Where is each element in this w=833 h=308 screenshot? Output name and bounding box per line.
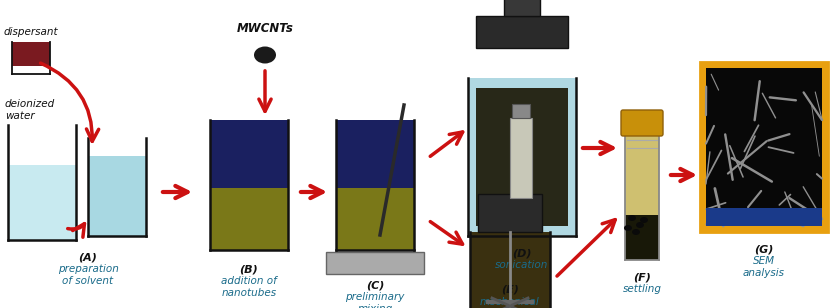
Text: addition of
nanotubes: addition of nanotubes	[221, 276, 277, 298]
Text: (B): (B)	[240, 264, 258, 274]
Ellipse shape	[628, 215, 636, 221]
Bar	[625, 132, 659, 260]
Bar	[476, 16, 568, 48]
Text: preliminary
mixing: preliminary mixing	[346, 292, 405, 308]
Bar	[468, 78, 576, 236]
Bar	[326, 252, 424, 274]
Text: (E): (E)	[501, 285, 519, 295]
Bar	[88, 156, 146, 236]
Bar	[12, 42, 50, 66]
Bar	[476, 88, 568, 226]
FancyBboxPatch shape	[621, 110, 663, 136]
Text: (D): (D)	[512, 248, 531, 258]
Ellipse shape	[624, 225, 632, 231]
Bar	[706, 208, 822, 226]
Bar	[706, 68, 822, 226]
Text: preparation
of solvent: preparation of solvent	[57, 264, 118, 286]
Text: settling: settling	[622, 284, 661, 294]
Text: sonication: sonication	[496, 260, 549, 270]
Bar	[700, 62, 828, 232]
Text: SEM
analysis: SEM analysis	[743, 256, 785, 278]
Bar	[210, 188, 288, 250]
Bar	[336, 120, 414, 188]
Text: MWCNTs: MWCNTs	[237, 22, 293, 34]
Ellipse shape	[254, 47, 276, 63]
Bar	[512, 104, 530, 118]
Text: (F): (F)	[633, 272, 651, 282]
Text: deionized
water: deionized water	[5, 99, 55, 121]
Bar	[625, 215, 659, 260]
Ellipse shape	[632, 229, 640, 235]
Text: dispersant: dispersant	[3, 27, 58, 37]
Bar	[8, 165, 76, 240]
Text: (A): (A)	[78, 252, 97, 262]
Text: (C): (C)	[366, 280, 384, 290]
Bar	[336, 188, 414, 250]
Bar	[510, 118, 532, 198]
Ellipse shape	[640, 217, 648, 223]
Text: mechanical
mixing: mechanical mixing	[480, 297, 540, 308]
Bar	[504, 0, 540, 16]
Bar	[478, 194, 542, 232]
Text: (G): (G)	[755, 244, 774, 254]
Ellipse shape	[636, 222, 644, 228]
Bar	[210, 120, 288, 188]
Bar	[470, 232, 550, 308]
